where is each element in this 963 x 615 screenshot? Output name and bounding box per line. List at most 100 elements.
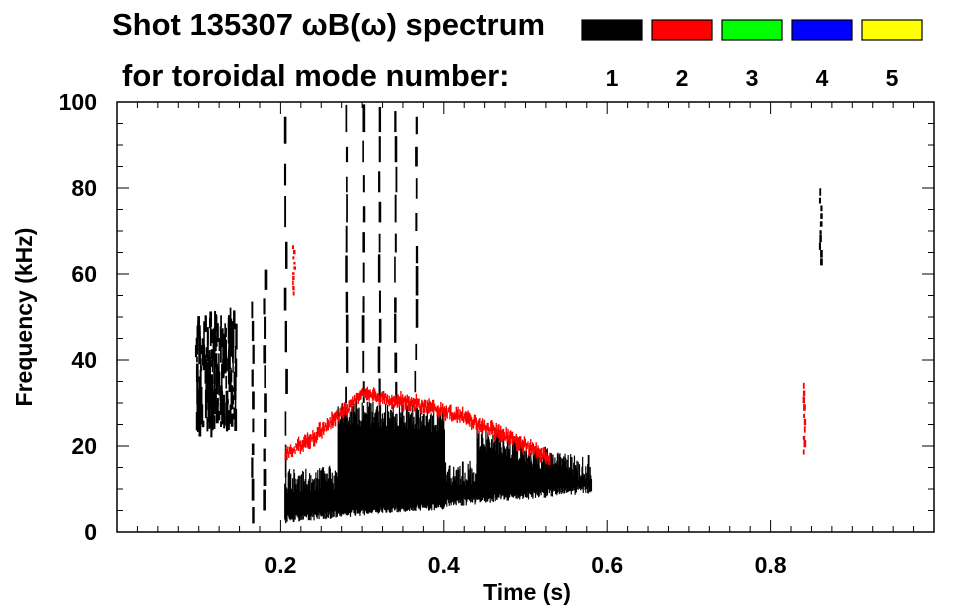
mode-2-cell — [510, 432, 513, 439]
mode-1-cell — [338, 423, 341, 509]
mode-1-cell — [490, 447, 492, 497]
mode-2-cell — [290, 447, 293, 458]
mode-1-cell — [343, 403, 346, 507]
mode-1-cell — [573, 473, 576, 483]
mode-1-cell — [473, 481, 476, 498]
mode-1-cell — [509, 435, 511, 490]
mode-2-cell — [478, 419, 480, 433]
legend-label-5: 5 — [886, 65, 899, 91]
mode-1-cell — [547, 464, 550, 485]
mode-1-cell — [303, 484, 306, 517]
mode-1-cell — [551, 465, 553, 486]
mode-1-cell — [251, 478, 255, 501]
mode-1-cell — [387, 411, 389, 506]
mode-1-cell — [390, 410, 392, 510]
mode-2-cell — [469, 413, 471, 427]
mode-1-cell — [541, 461, 543, 485]
mode-1-cell — [332, 490, 335, 517]
mode-1-cell — [449, 465, 451, 501]
mode-1-cell — [285, 368, 288, 394]
mode-1-cell — [350, 425, 352, 514]
mode-1-cell — [232, 324, 235, 346]
mode-2-cell — [287, 446, 289, 454]
mode-2-cell — [365, 388, 368, 401]
mode-1-cell — [327, 480, 329, 512]
mode-1-cell — [553, 466, 555, 482]
mode-2-cell — [370, 391, 372, 398]
mode-2-cell — [377, 393, 379, 402]
mode-1-cell — [558, 454, 560, 487]
mode-1-cell — [223, 414, 225, 420]
mode-1-cell — [579, 477, 581, 489]
mode-1-cell — [433, 428, 435, 511]
mode-2-cell — [454, 413, 457, 420]
mode-1-cell — [343, 423, 345, 515]
mode-1-cell — [415, 417, 418, 508]
mode-1-cell — [571, 457, 573, 484]
mode-2-cell — [472, 418, 475, 429]
mode-1-cell — [515, 440, 517, 490]
mode-1-cell — [567, 468, 569, 493]
mode-1-cell — [520, 440, 522, 488]
mode-1-cell — [367, 406, 370, 512]
mode-2-cell — [382, 391, 384, 404]
mode-2-cell — [284, 452, 286, 460]
mode-2-cell — [511, 431, 514, 446]
mode-1-cell — [480, 433, 483, 501]
mode-1-cell — [543, 455, 545, 485]
mode-1-cell — [525, 461, 527, 487]
mode-1-cell — [544, 446, 546, 483]
mode-1-cell — [393, 416, 395, 507]
mode-1-cell — [233, 377, 236, 392]
mode-2-cell — [486, 422, 488, 431]
mode-2-cell — [326, 417, 329, 431]
mode-1-cell — [458, 469, 460, 504]
mode-1-cell — [573, 455, 576, 489]
mode-2-cell — [353, 399, 355, 405]
mode-1-spike — [818, 188, 823, 266]
mode-1-cell — [494, 432, 496, 491]
mode-1-cell — [573, 462, 575, 478]
mode-1-cell — [342, 411, 344, 508]
mode-1-cell — [252, 506, 255, 524]
mode-1-cell — [467, 463, 469, 500]
mode-1-cell — [483, 444, 485, 499]
mode-2-cell — [316, 427, 319, 441]
mode-1-cell — [394, 111, 397, 133]
mode-1-cell — [399, 417, 401, 513]
mode-1-cell — [376, 405, 378, 507]
mode-1-cell — [378, 136, 381, 163]
mode-1-cell — [356, 424, 358, 514]
mode-2-cell — [529, 442, 531, 457]
mode-1-cell — [214, 353, 218, 367]
mode-2-cell — [299, 440, 302, 455]
mode-2-cell — [296, 444, 298, 451]
mode-1-cell — [441, 418, 443, 509]
mode-1-cell — [570, 467, 572, 479]
mode-1-cell — [503, 433, 505, 492]
mode-1-cell — [325, 473, 327, 520]
mode-1-cell — [459, 466, 461, 503]
mode-1-cell — [225, 339, 228, 361]
mode-1-cell — [230, 404, 233, 410]
mode-2-cell — [292, 275, 295, 281]
mode-2-cell — [421, 399, 423, 415]
mode-2-cell — [500, 425, 502, 441]
mode-1-cell — [537, 460, 540, 485]
mode-1-cell — [208, 371, 211, 383]
mode-2-cell — [402, 394, 404, 405]
mode-2-cell — [346, 404, 349, 418]
mode-1-cell — [457, 467, 459, 502]
mode-1-cell — [471, 472, 474, 503]
mode-1-cell — [421, 415, 423, 508]
mode-2-cell — [489, 428, 491, 436]
mode-2-cell — [379, 395, 381, 406]
mode-1-cell — [521, 453, 523, 487]
mode-2-cell — [543, 446, 546, 459]
mode-1-cell — [586, 472, 588, 489]
mode-1-cell — [327, 478, 330, 518]
mode-1-cell — [220, 333, 224, 342]
mode-1-cell — [263, 469, 267, 486]
mode-2-cell — [343, 406, 345, 418]
mode-1-cell — [422, 414, 425, 505]
